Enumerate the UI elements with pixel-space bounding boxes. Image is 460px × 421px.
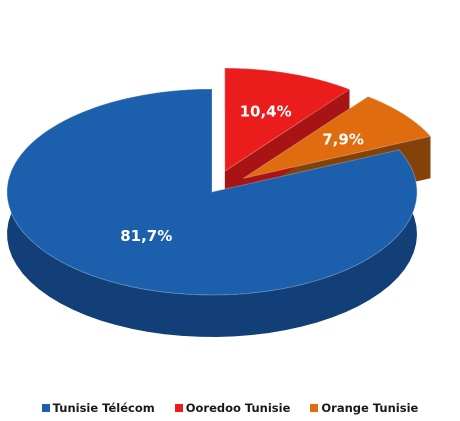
legend: Tunisie Télécom Ooredoo Tunisie Orange T… — [0, 401, 460, 415]
slice-tunisie-telecom — [6, 88, 418, 296]
legend-item-orange-tunisie: Orange Tunisie — [310, 401, 418, 415]
data-label-orange-tunisie: 7,9% — [322, 131, 364, 149]
legend-swatch-orange-tunisie — [310, 404, 319, 412]
legend-label-tunisie-telecom: Tunisie Télécom — [52, 401, 155, 415]
legend-label-ooredoo-tunisie: Ooredoo Tunisie — [185, 401, 291, 415]
legend-swatch-tunisie-telecom — [41, 404, 50, 412]
data-label-ooredoo-tunisie: 10,4% — [240, 103, 292, 121]
legend-swatch-ooredoo-tunisie — [174, 404, 183, 412]
slice-orange-tunisie — [243, 96, 432, 179]
legend-item-tunisie-telecom: Tunisie Télécom — [41, 401, 155, 415]
data-label-tunisie-telecom: 81,7% — [120, 227, 172, 245]
legend-label-orange-tunisie: Orange Tunisie — [321, 401, 419, 415]
slice-ooredoo-tunisie — [224, 67, 351, 173]
legend-item-ooredoo-tunisie: Ooredoo Tunisie — [174, 401, 291, 415]
